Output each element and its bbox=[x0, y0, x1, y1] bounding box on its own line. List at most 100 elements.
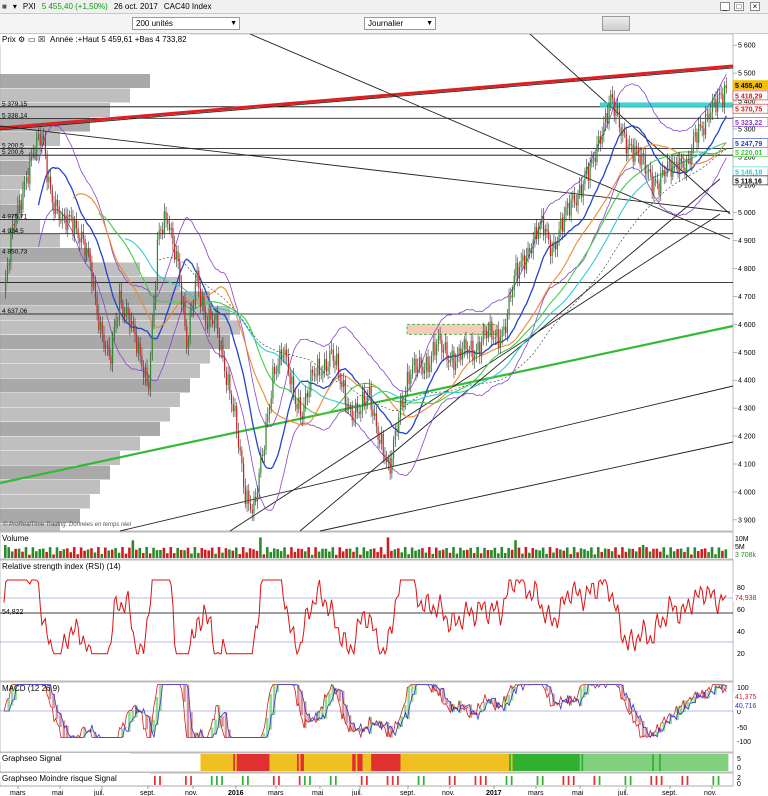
candle-body bbox=[679, 158, 681, 175]
candle-body bbox=[91, 262, 93, 287]
candle-body bbox=[161, 229, 164, 233]
signal-bar bbox=[207, 754, 210, 771]
signal-bar bbox=[255, 754, 258, 771]
units-dropdown[interactable]: 200 unités ▼ bbox=[132, 17, 240, 30]
signal-bar bbox=[386, 754, 389, 771]
macd-bar bbox=[314, 718, 317, 721]
volume-bar bbox=[297, 548, 300, 558]
volume-bar bbox=[131, 540, 135, 558]
macd-bar bbox=[700, 695, 704, 697]
volume-bar bbox=[634, 551, 638, 558]
left-level-label: 5 338,14 bbox=[2, 112, 28, 119]
profile-bar bbox=[0, 407, 170, 422]
price-tick-label: 5 300 bbox=[738, 126, 756, 133]
macd-bar bbox=[297, 684, 300, 707]
volume-bar bbox=[152, 547, 155, 558]
signal-bar bbox=[707, 754, 710, 771]
macd-bar bbox=[507, 694, 510, 704]
candle-body bbox=[106, 345, 109, 348]
candle-body bbox=[215, 313, 217, 321]
signal-bar bbox=[641, 754, 644, 771]
window-icon[interactable]: ▭ bbox=[28, 35, 36, 44]
volume-bar bbox=[210, 547, 214, 558]
candle-body bbox=[542, 216, 545, 236]
volume-bar bbox=[548, 547, 552, 558]
candle-body bbox=[517, 262, 519, 279]
signal-bar bbox=[465, 754, 469, 771]
signal-bar bbox=[460, 754, 463, 771]
time-axis-label: juil. bbox=[93, 790, 105, 796]
signal-bar bbox=[702, 754, 705, 771]
candle-body bbox=[361, 391, 364, 411]
signal-bar bbox=[200, 754, 203, 771]
profile-bar bbox=[0, 393, 180, 407]
time-axis-label: mai bbox=[312, 790, 324, 796]
candle-body bbox=[720, 93, 722, 95]
close-icon[interactable]: ■ bbox=[2, 2, 7, 11]
volume-bar bbox=[662, 547, 666, 558]
signal-bar bbox=[357, 754, 360, 771]
macd-bar bbox=[321, 706, 324, 720]
candle-body bbox=[486, 331, 488, 339]
candle-body bbox=[175, 251, 177, 260]
wrench-icon[interactable]: ⚙ bbox=[18, 35, 25, 44]
signal-bar bbox=[333, 754, 336, 771]
candle-body bbox=[515, 262, 517, 276]
candle-body bbox=[561, 218, 564, 232]
volume-bar bbox=[507, 547, 510, 558]
maximize-icon[interactable]: □ bbox=[734, 2, 744, 11]
signal-bar bbox=[515, 754, 519, 771]
signal-bar bbox=[286, 754, 289, 771]
volume-bar bbox=[72, 547, 76, 558]
candles bbox=[5, 77, 727, 522]
candle-body bbox=[186, 326, 188, 348]
minimize-icon[interactable]: _ bbox=[720, 2, 730, 11]
candle-body bbox=[673, 162, 676, 165]
signal-bar bbox=[690, 754, 693, 771]
period-dropdown[interactable]: Journalier ▼ bbox=[364, 17, 436, 30]
volume-bar bbox=[200, 547, 204, 558]
candle-body bbox=[94, 280, 96, 298]
macd-bar bbox=[517, 684, 521, 686]
signal2-bar bbox=[216, 776, 218, 785]
candle-body bbox=[672, 164, 674, 177]
right-level-label: 5 418,29 bbox=[735, 93, 762, 100]
chart-type-icon[interactable] bbox=[602, 16, 630, 31]
signal-bar bbox=[434, 754, 438, 771]
candle-body bbox=[715, 99, 717, 112]
signal-bar bbox=[250, 754, 253, 771]
signal-bar bbox=[533, 754, 536, 771]
close-icon[interactable]: ☒ bbox=[38, 35, 45, 44]
window-close-icon[interactable]: × bbox=[750, 2, 760, 11]
candle-body bbox=[710, 112, 712, 120]
candle-body bbox=[44, 139, 46, 154]
candle-body bbox=[568, 202, 571, 216]
volume-bar bbox=[676, 548, 679, 558]
volume-bar bbox=[359, 554, 362, 558]
macd-axis-neg100: -100 bbox=[737, 739, 751, 746]
candle-body bbox=[53, 202, 55, 215]
signal-bar bbox=[300, 754, 303, 771]
signal-bar bbox=[253, 754, 257, 771]
signal-bar bbox=[369, 754, 372, 771]
volume-bar bbox=[331, 547, 335, 558]
candle-body bbox=[670, 161, 672, 177]
candle-body bbox=[687, 158, 689, 160]
signal2-bar bbox=[712, 776, 715, 785]
dropdown-icon[interactable]: ▾ bbox=[12, 2, 17, 11]
candle-body bbox=[32, 152, 34, 154]
volume-bar bbox=[107, 550, 111, 558]
volume-bar bbox=[710, 547, 714, 558]
candle-body bbox=[606, 112, 608, 124]
macd-bar bbox=[262, 733, 266, 738]
candle-body bbox=[84, 239, 86, 256]
candle-body bbox=[67, 215, 69, 230]
signal-bar bbox=[650, 754, 653, 771]
signal2-bar bbox=[567, 776, 570, 785]
signal-bar bbox=[488, 754, 491, 771]
profile-bar bbox=[0, 494, 90, 509]
volume-bar bbox=[169, 547, 173, 558]
candle-body bbox=[629, 143, 631, 146]
moving-average-line bbox=[124, 142, 727, 407]
macd-last2: 40,716 bbox=[735, 703, 757, 710]
